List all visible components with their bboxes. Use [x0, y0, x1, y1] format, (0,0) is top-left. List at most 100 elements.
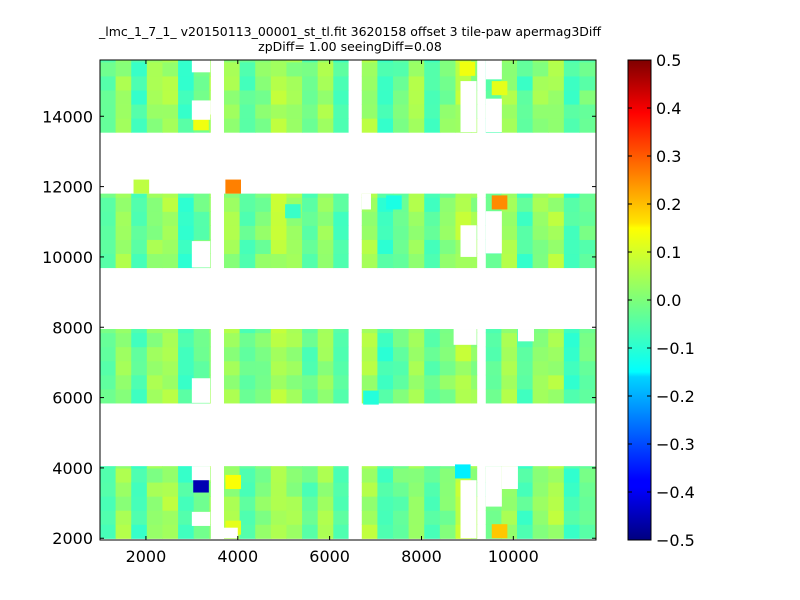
heatmap-cell	[162, 211, 179, 226]
heatmap-cell	[302, 253, 319, 269]
heatmap-cell	[548, 360, 565, 376]
heatmap-cell	[270, 388, 288, 404]
heatmap-cell	[131, 329, 148, 334]
heatmap-cell	[302, 481, 319, 497]
heatmap-cell	[146, 60, 164, 63]
heatmap-cell	[548, 510, 565, 525]
heatmap-cell	[377, 510, 394, 525]
heatmap-cell	[439, 75, 457, 91]
masked-region	[210, 100, 224, 115]
heatmap-cell	[239, 346, 256, 362]
heatmap-cell	[377, 75, 394, 91]
heatmap-cell	[100, 466, 117, 469]
heatmap-cell	[579, 197, 596, 212]
heatmap-cell	[131, 253, 148, 269]
heatmap-cell	[209, 360, 211, 376]
heatmap-cell	[162, 374, 179, 390]
heatmap-cell	[162, 75, 179, 91]
heatmap-cell	[178, 193, 195, 198]
heatmap-cell	[115, 253, 132, 269]
heatmap-cell	[286, 118, 303, 133]
heatmap-cell	[209, 197, 211, 212]
y-tick-label: 2000	[52, 529, 93, 548]
heatmap-cell	[548, 103, 565, 119]
heatmap-cell	[224, 60, 241, 63]
heatmap-cell	[131, 481, 148, 497]
heatmap-cell	[255, 211, 272, 226]
heatmap-cell	[471, 388, 478, 404]
heatmap-cell	[408, 388, 425, 404]
heatmap-cell	[178, 61, 195, 77]
heatmap-cell	[100, 481, 117, 497]
heatmap-cell	[115, 193, 132, 198]
heatmap-cell	[424, 467, 441, 483]
heatmap-cell	[286, 75, 303, 91]
heatmap-cell	[255, 524, 272, 539]
heatmap-cell	[162, 481, 179, 497]
heatmap-cell	[224, 329, 241, 334]
heatmap-cell	[333, 496, 349, 511]
heatmap-cell	[471, 360, 478, 376]
heatmap-cell	[548, 466, 565, 469]
heatmap-cell	[579, 253, 596, 269]
heatmap-cell	[333, 193, 349, 198]
heatmap-cell	[548, 374, 565, 390]
heatmap-cell	[146, 360, 164, 376]
heatmap-cell	[317, 211, 334, 226]
heatmap-cell	[115, 360, 132, 376]
heatmap-cell	[286, 193, 303, 198]
heatmap-cell	[178, 388, 195, 404]
heatmap-cell	[439, 103, 457, 119]
heatmap-cell	[408, 211, 425, 226]
heatmap-cell	[408, 239, 425, 255]
heatmap-cell	[224, 197, 241, 212]
heatmap-cell	[579, 467, 596, 483]
heatmap-cell	[162, 329, 179, 334]
heatmap-cell	[532, 103, 549, 119]
heatmap-cell	[100, 253, 117, 269]
heatmap-cell	[255, 239, 272, 255]
heatmap-cell	[377, 496, 394, 511]
heatmap-cell	[239, 332, 256, 348]
heatmap-cell	[548, 467, 565, 483]
masked-region	[191, 241, 211, 268]
heatmap-cell	[563, 75, 581, 91]
heatmap-cell	[270, 61, 288, 77]
heatmap-cell	[455, 253, 472, 269]
heatmap-cell	[286, 103, 303, 119]
heatmap-cell	[333, 388, 349, 404]
heatmap-cell	[255, 103, 272, 119]
heatmap-cell	[100, 89, 117, 105]
heatmap-cell	[302, 496, 319, 511]
y-tick-label: 6000	[52, 389, 93, 408]
heatmap-cell	[178, 89, 195, 105]
heatmap-cell	[361, 346, 378, 362]
heatmap-cell	[255, 225, 272, 240]
heatmap-cell	[317, 332, 334, 348]
heatmap-cell	[579, 211, 596, 226]
heatmap-cell	[361, 329, 378, 334]
heatmap-cell	[302, 118, 319, 133]
heatmap-cell	[532, 60, 549, 63]
heatmap-cell	[377, 388, 394, 404]
heatmap-cell	[579, 332, 596, 348]
heatmap-cell	[548, 388, 565, 404]
heatmap-cell	[146, 197, 164, 212]
masked-region	[191, 378, 211, 403]
heatmap-cell	[224, 211, 241, 226]
heatmap-cell	[317, 197, 334, 212]
heatmap-cell	[408, 510, 425, 525]
heatmap-cell	[532, 510, 549, 525]
heatmap-cell	[270, 346, 288, 362]
heatmap-cell	[579, 510, 596, 525]
heatmap-cell	[563, 388, 581, 404]
heatmap-cell	[178, 466, 195, 469]
heatmap-cell	[408, 374, 425, 390]
heatmap-cell	[146, 225, 164, 240]
heatmap-cell	[548, 193, 565, 198]
heatmap-cell	[471, 197, 478, 212]
colorbar-tick-label: −0.2	[656, 387, 695, 406]
heatmap-cell	[146, 374, 164, 390]
heatmap-cell	[317, 239, 334, 255]
heatmap-cell	[224, 103, 241, 119]
